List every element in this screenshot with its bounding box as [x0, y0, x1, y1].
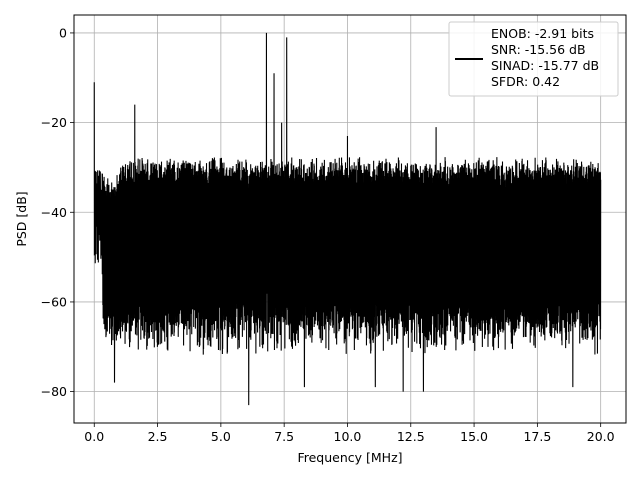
x-tick-label: 10.0 — [334, 429, 362, 444]
x-tick-label: 0.0 — [84, 429, 104, 444]
y-tick-label: −60 — [41, 294, 67, 309]
x-axis-label: Frequency [MHz] — [297, 450, 402, 465]
x-tick-label: 7.5 — [274, 429, 294, 444]
x-tick-label: 15.0 — [460, 429, 488, 444]
x-tick-label: 20.0 — [587, 429, 615, 444]
y-tick-label: 0 — [59, 25, 67, 40]
psd-line — [93, 32, 602, 406]
legend-sinad: SINAD: -15.77 dB — [491, 58, 599, 73]
y-axis-label: PSD [dB] — [14, 191, 29, 246]
y-tick-label: −40 — [41, 205, 67, 220]
legend-snr: SNR: -15.56 dB — [491, 42, 586, 57]
y-axis: 0 −20 −40 −60 −80 — [41, 25, 74, 399]
y-tick-label: −80 — [41, 384, 67, 399]
x-tick-label: 12.5 — [397, 429, 425, 444]
x-tick-label: 17.5 — [523, 429, 551, 444]
legend: ENOB: -2.91 bits SNR: -15.56 dB SINAD: -… — [448, 21, 619, 97]
plot-frame — [73, 14, 627, 424]
x-axis: 0.0 2.5 5.0 7.5 10.0 12.5 15.0 17.5 20.0 — [84, 423, 615, 444]
series-psd — [93, 32, 602, 406]
legend-box — [448, 21, 619, 97]
x-tick-label: 5.0 — [211, 429, 231, 444]
y-tick-label: −20 — [41, 115, 67, 130]
legend-enob: ENOB: -2.91 bits — [491, 26, 594, 41]
x-tick-label: 2.5 — [148, 429, 168, 444]
legend-sfdr: SFDR: 0.42 — [491, 74, 560, 89]
